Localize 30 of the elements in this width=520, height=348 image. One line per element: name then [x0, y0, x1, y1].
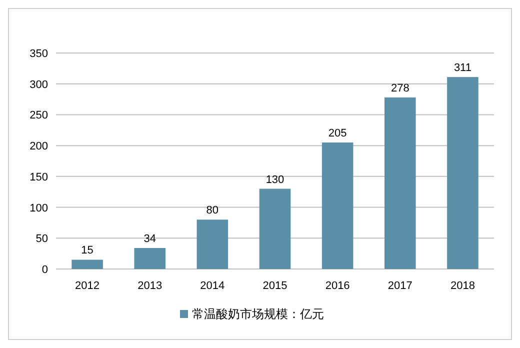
x-tick-label: 2017 — [388, 280, 412, 292]
data-label: 80 — [206, 204, 219, 217]
y-tick-label: 300 — [30, 78, 48, 91]
x-tick-label: 2012 — [75, 280, 100, 292]
bar — [322, 142, 354, 269]
data-label: 311 — [454, 62, 472, 74]
bar — [134, 248, 166, 269]
x-tick-label: 2013 — [138, 280, 162, 292]
y-tick-label: 0 — [42, 264, 48, 276]
bar — [259, 188, 291, 269]
y-tick-label: 150 — [30, 171, 48, 184]
data-label: 130 — [266, 174, 284, 186]
y-tick-label: 250 — [30, 110, 48, 122]
bar — [384, 97, 416, 269]
data-label: 278 — [390, 82, 410, 94]
bar — [196, 220, 228, 269]
y-tick-label: 100 — [30, 202, 48, 214]
y-tick-label: 50 — [36, 233, 48, 246]
x-tick-label: 2015 — [262, 280, 288, 292]
y-tick-label: 350 — [30, 48, 48, 60]
x-tick-label: 2016 — [325, 280, 350, 292]
data-label: 34 — [144, 233, 156, 246]
x-tick-label: 2014 — [200, 280, 225, 292]
y-tick-label: 200 — [30, 140, 48, 153]
data-label: 205 — [328, 127, 347, 140]
data-label: 15 — [81, 244, 94, 257]
legend-label: 常温酸奶市场规模：亿元 — [192, 307, 324, 321]
bar — [447, 77, 478, 269]
bar — [72, 260, 103, 269]
x-tick-label: 2018 — [450, 280, 475, 292]
